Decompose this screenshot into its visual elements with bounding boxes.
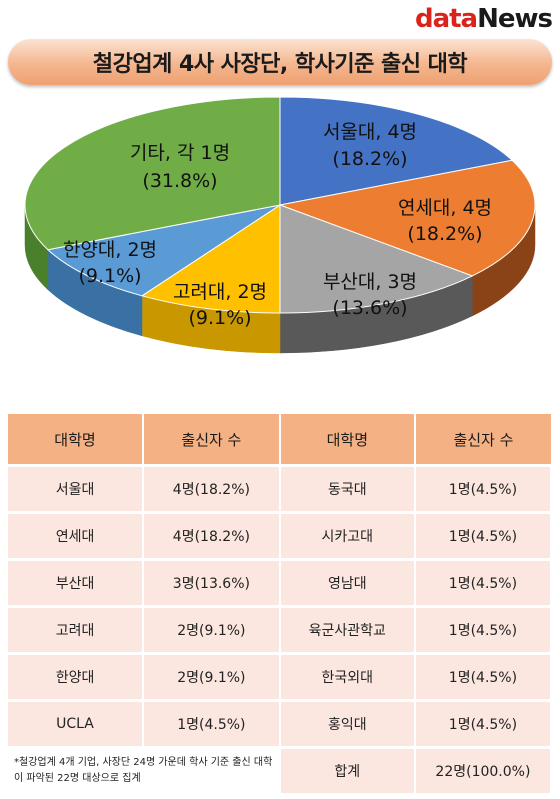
slice-label-고려대: 고려대, 2명 [173, 281, 267, 303]
pie-slice-기타 [24, 96, 281, 251]
slice-pct-부산대: (13.6%) [332, 297, 407, 319]
table-row: 한양대 2명(9.1%) 한국외대 1명(4.5%) [8, 653, 553, 702]
cell: 한국외대 [279, 653, 416, 702]
total-value: 22명(100.0%) [414, 747, 553, 796]
header-count-1: 출신자 수 [143, 414, 281, 467]
table-total-row: *철강업계 4개 기업, 사장단 24명 가운데 학사 기준 출신 대학이 파악… [8, 747, 553, 796]
table-header-row: 대학명 출신자 수 대학명 출신자 수 [8, 414, 551, 467]
slice-pct-기타: (31.8%) [142, 170, 217, 192]
table-row: 부산대 3명(13.6%) 영남대 1명(4.5%) [8, 559, 553, 608]
cell: 4명(18.2%) [143, 465, 281, 514]
slice-label-기타: 기타, 각 1명 [130, 142, 230, 164]
cell: 부산대 [8, 559, 145, 608]
cell: 3명(13.6%) [143, 559, 281, 608]
logo-part1: data [414, 4, 478, 34]
cell: 1명(4.5%) [414, 606, 553, 655]
cell: 고려대 [8, 606, 145, 655]
slice-pct-연세대: (18.2%) [407, 223, 482, 245]
header-count-2: 출신자 수 [414, 414, 551, 467]
pie-slice-서울대 [279, 96, 514, 206]
footnote: *철강업계 4개 기업, 사장단 24명 가운데 학사 기준 출신 대학이 파악… [8, 747, 281, 796]
header-university-1: 대학명 [8, 414, 145, 467]
cell: 2명(9.1%) [143, 653, 281, 702]
cell: 서울대 [8, 465, 145, 514]
cell: 시카고대 [279, 512, 416, 561]
slice-pct-한양대: (9.1%) [78, 265, 141, 287]
cell: UCLA [8, 700, 145, 749]
cell: 4명(18.2%) [143, 512, 281, 561]
table-row: 고려대 2명(9.1%) 육군사관학교 1명(4.5%) [8, 606, 553, 655]
datanews-logo: dataNews [414, 4, 553, 34]
logo-part2: News [477, 4, 553, 34]
cell: 영남대 [279, 559, 416, 608]
table-row: UCLA 1명(4.5%) 홍익대 1명(4.5%) [8, 700, 553, 749]
total-label: 합계 [279, 747, 416, 796]
cell: 육군사관학교 [279, 606, 416, 655]
chart-title: 철강업계 4사 사장단, 학사기준 출신 대학 [92, 52, 468, 77]
slice-pct-서울대: (18.2%) [332, 148, 407, 170]
cell: 1명(4.5%) [414, 465, 553, 514]
cell: 연세대 [8, 512, 145, 561]
slice-label-한양대: 한양대, 2명 [63, 239, 157, 261]
cell: 한양대 [8, 653, 145, 702]
slice-label-연세대: 연세대, 4명 [398, 197, 492, 219]
table-row: 서울대 4명(18.2%) 동국대 1명(4.5%) [8, 465, 553, 514]
cell: 2명(9.1%) [143, 606, 281, 655]
cell: 1명(4.5%) [414, 559, 553, 608]
table-row: 연세대 4명(18.2%) 시카고대 1명(4.5%) [8, 512, 553, 561]
pie-slice-부산대 [279, 204, 474, 314]
cell: 1명(4.5%) [414, 653, 553, 702]
slice-label-부산대: 부산대, 3명 [323, 271, 417, 293]
header-university-2: 대학명 [279, 414, 416, 467]
slice-label-서울대: 서울대, 4명 [323, 121, 417, 143]
cell: 동국대 [279, 465, 416, 514]
pie-slice-연세대 [278, 159, 536, 277]
title-bar: 철강업계 4사 사장단, 학사기준 출신 대학 [8, 39, 552, 85]
pie-slice-고려대 [140, 204, 281, 314]
cell: 1명(4.5%) [143, 700, 281, 749]
pie-slice-한양대 [46, 204, 281, 297]
cell: 1명(4.5%) [414, 700, 553, 749]
pie-chart: 서울대, 4명 (18.2%) 연세대, 4명 (18.2%) 부산대, 3명 (13.6… [24, 96, 536, 354]
university-table: 대학명 출신자 수 대학명 출신자 수 서울대 4명(18.2%) 동국대 1명… [8, 414, 553, 796]
cell: 1명(4.5%) [414, 512, 553, 561]
cell: 홍익대 [279, 700, 416, 749]
slice-pct-고려대: (9.1%) [188, 307, 251, 329]
